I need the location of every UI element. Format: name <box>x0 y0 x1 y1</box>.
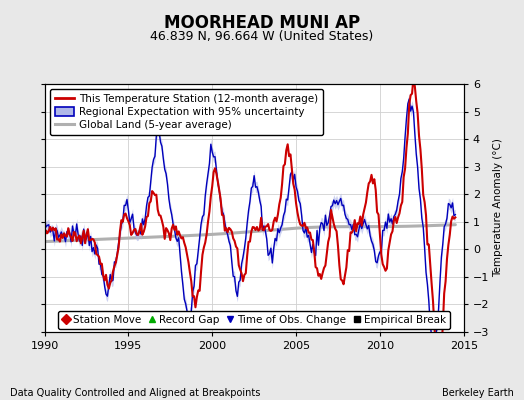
Text: Berkeley Earth: Berkeley Earth <box>442 388 514 398</box>
Text: 46.839 N, 96.664 W (United States): 46.839 N, 96.664 W (United States) <box>150 30 374 43</box>
Legend: Station Move, Record Gap, Time of Obs. Change, Empirical Break: Station Move, Record Gap, Time of Obs. C… <box>58 311 451 329</box>
Y-axis label: Temperature Anomaly (°C): Temperature Anomaly (°C) <box>494 138 504 278</box>
Text: MOORHEAD MUNI AP: MOORHEAD MUNI AP <box>164 14 360 32</box>
Text: Data Quality Controlled and Aligned at Breakpoints: Data Quality Controlled and Aligned at B… <box>10 388 261 398</box>
